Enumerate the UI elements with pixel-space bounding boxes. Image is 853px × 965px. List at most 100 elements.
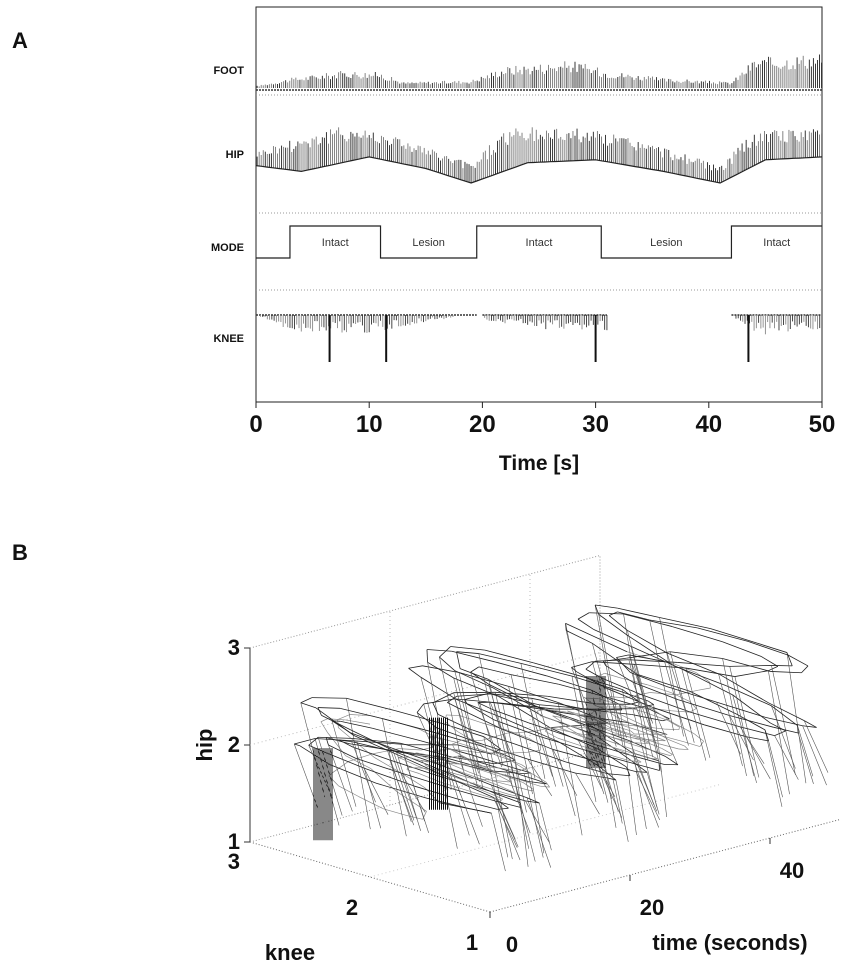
trajectory-segment [681, 668, 733, 696]
trajectory-segment [374, 757, 402, 774]
trajectory-segment [595, 604, 618, 609]
trajectory-segment [734, 670, 769, 677]
trajectory-segment [658, 743, 679, 750]
trajectory-segment [677, 662, 730, 667]
trajectory-drop [669, 651, 695, 743]
trajectory-segment [475, 762, 503, 776]
trajectory-segment [747, 640, 789, 656]
trajectory-segment [510, 794, 520, 797]
panel-b-label: B [12, 540, 28, 565]
trajectory-segment [495, 772, 521, 781]
z-axis-label: hip [192, 729, 217, 762]
trajectory-drop [300, 702, 326, 798]
trajectory-drop [681, 668, 707, 761]
trajectory-drop [436, 727, 461, 796]
trajectory-drop [622, 689, 647, 830]
trace-mode: Intact Lesion Intact Lesion Intact [256, 225, 822, 259]
trajectory-segment [337, 714, 350, 720]
trajectory-segment [659, 617, 711, 629]
trajectory-segment [592, 661, 634, 665]
trajectory-segment [440, 781, 467, 791]
trajectory-segment [427, 661, 454, 679]
trajectory-segment [630, 730, 635, 735]
trajectory-drop [314, 738, 340, 826]
trajectory-drop [491, 784, 516, 840]
trajectory-segment [565, 623, 628, 653]
trajectory-segment [465, 789, 489, 798]
trajectory-segment [470, 666, 480, 673]
trajectory-drop [729, 666, 755, 776]
trace-label-foot: FOOT [213, 65, 244, 77]
trajectory-segment [607, 777, 616, 781]
trajectory-segment [607, 773, 631, 777]
trajectory-segment [358, 796, 384, 810]
time-tick-label: 20 [640, 895, 664, 920]
trajectory-segment [597, 672, 605, 677]
knee-tick-label: 2 [346, 895, 358, 920]
trajectory-segment [575, 720, 579, 723]
trajectory-segment [522, 782, 535, 791]
trajectory-drop [652, 707, 678, 764]
trajectory-segment [338, 727, 352, 740]
trajectory-segment [470, 671, 489, 685]
trajectory-segment [439, 646, 451, 658]
trajectory-segment [441, 764, 492, 786]
trajectory-segment [526, 797, 540, 804]
trajectory-segment [478, 653, 522, 664]
trace-label-knee: KNEE [213, 333, 244, 345]
trajectory-drop [659, 617, 684, 737]
trajectory-drop [467, 728, 493, 777]
trajectory-segment [640, 739, 662, 749]
back-top-edge [249, 555, 601, 649]
mode-label-lesion: Lesion [650, 237, 682, 249]
trajectory-drop [454, 670, 479, 766]
trajectory-segment [641, 694, 692, 713]
trajectory-segment [496, 784, 515, 793]
trajectory-drop [771, 705, 796, 769]
trajectory-segment [387, 749, 438, 759]
trajectory-segment [338, 785, 359, 797]
trajectory-segment [501, 798, 503, 801]
trajectory-segment [478, 666, 512, 676]
trajectory-segment [628, 754, 642, 763]
trajectory-segment [455, 780, 494, 798]
trajectory-segment [494, 719, 540, 737]
trajectory-segment [532, 727, 552, 733]
trajectory-drop [445, 757, 470, 836]
trajectory-segment [294, 738, 316, 745]
trace-foot [256, 54, 822, 91]
trajectory-segment [447, 762, 469, 773]
trajectory-segment [414, 785, 464, 802]
trajectory-segment [616, 723, 643, 727]
trajectory-segment [577, 720, 593, 723]
trajectory-drop [489, 702, 515, 761]
trajectory-segment [433, 740, 452, 750]
trajectory-segment [622, 689, 640, 703]
trajectory-segment [317, 707, 322, 716]
trajectory-segment [604, 753, 627, 761]
trajectory-segment [533, 662, 584, 678]
trajectory-segment [420, 767, 444, 771]
trajectory-drop [387, 749, 412, 823]
trajectory-segment [601, 762, 637, 773]
trajectory-segment [757, 642, 788, 653]
trajectory-segment [383, 808, 408, 816]
trajectory-segment [689, 690, 737, 715]
trajectory-segment [505, 757, 531, 774]
trajectory-segment [469, 808, 492, 814]
trajectory-drop [293, 743, 319, 810]
mode-step-line [256, 225, 822, 259]
trajectory-segment [399, 748, 422, 751]
trajectory-segment [649, 619, 698, 629]
trajectory-segment [740, 726, 775, 736]
z-tick-label: 2 [228, 732, 240, 757]
trajectory-drop [768, 740, 783, 798]
trajectory-segment [545, 727, 547, 732]
trajectory-segment [468, 784, 491, 795]
trajectory-segment [499, 767, 519, 772]
trajectory-drop [510, 674, 536, 779]
trajectory-segment [627, 753, 665, 765]
trajectory-segment [673, 665, 727, 687]
